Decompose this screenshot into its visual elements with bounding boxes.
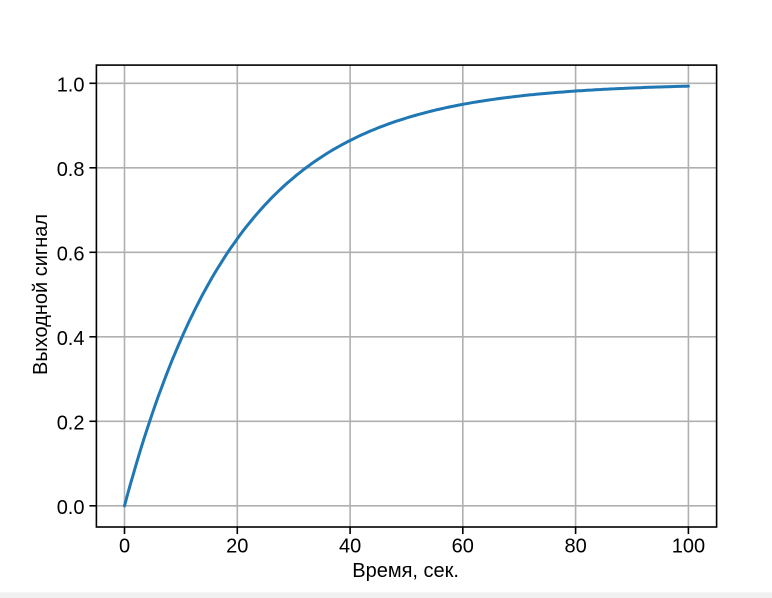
svg-text:0: 0 bbox=[119, 536, 130, 558]
svg-text:0.4: 0.4 bbox=[57, 328, 85, 350]
svg-text:Выходной сигнал: Выходной сигнал bbox=[30, 214, 52, 375]
svg-text:0.8: 0.8 bbox=[57, 159, 85, 181]
svg-text:1.0: 1.0 bbox=[57, 74, 85, 96]
svg-text:0.2: 0.2 bbox=[57, 412, 85, 434]
svg-text:80: 80 bbox=[564, 536, 586, 558]
svg-text:100: 100 bbox=[672, 536, 705, 558]
svg-text:Время, сек.: Время, сек. bbox=[352, 560, 459, 582]
svg-text:60: 60 bbox=[452, 536, 474, 558]
svg-text:0.0: 0.0 bbox=[57, 497, 85, 519]
svg-text:0.6: 0.6 bbox=[57, 243, 85, 265]
svg-text:20: 20 bbox=[226, 536, 248, 558]
svg-text:40: 40 bbox=[339, 536, 361, 558]
